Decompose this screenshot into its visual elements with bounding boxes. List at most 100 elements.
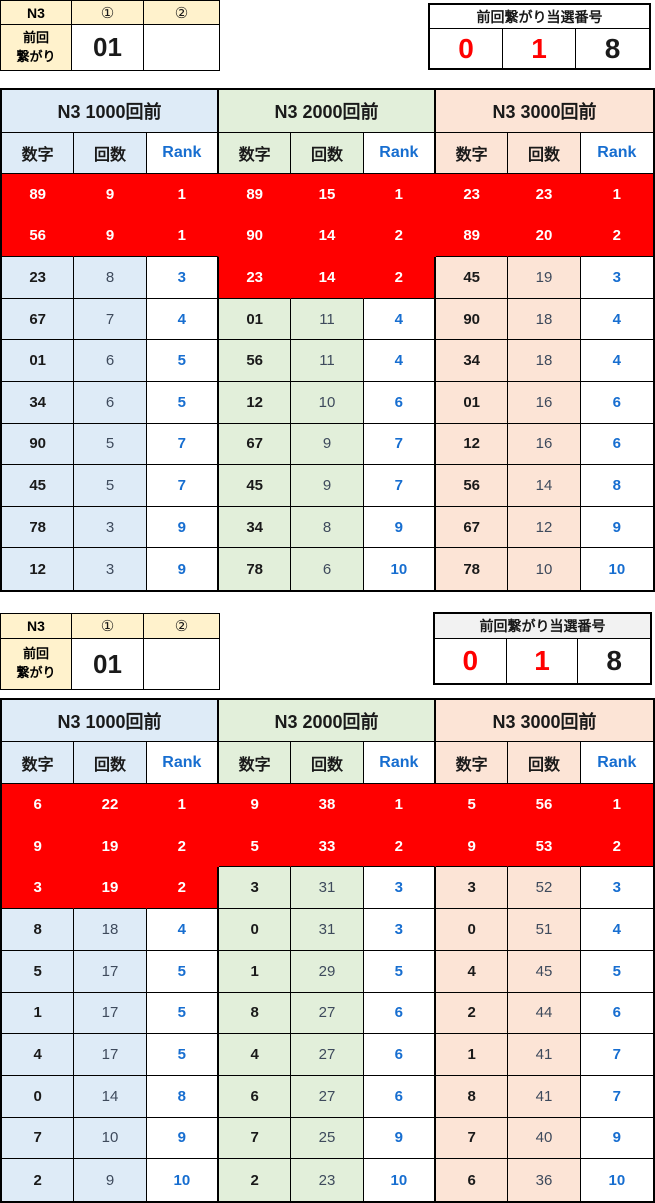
count-cell: 3	[74, 548, 147, 590]
count-cell: 56	[508, 784, 581, 826]
connect-value-1: 01	[72, 25, 144, 70]
count-cell: 23	[291, 1159, 364, 1201]
winning-title: 前回繋がり当選番号	[430, 5, 649, 29]
count-cell: 33	[291, 825, 364, 868]
digit-cell: 9	[436, 825, 509, 868]
rank-header: Rank	[580, 742, 653, 784]
rank-cell: 10	[608, 1171, 626, 1189]
digit-cell: 2	[2, 1159, 75, 1201]
digit-cell: 12	[219, 381, 292, 424]
count-cell: 51	[508, 909, 581, 951]
rank-cell: 1	[146, 784, 219, 826]
rank-cell: 5	[146, 950, 219, 993]
rank-cell: 10	[364, 548, 436, 590]
count-cell: 45	[508, 950, 581, 993]
rank-cell: 4	[146, 298, 219, 341]
digit-header: 数字	[219, 742, 292, 784]
count-cell: 18	[508, 298, 581, 341]
count-cell: 11	[291, 298, 364, 341]
rank-cell: 9	[146, 1117, 219, 1160]
rank-cell: 3	[580, 867, 653, 910]
digit-cell: 4	[2, 1034, 75, 1076]
rank-header: Rank	[146, 133, 219, 174]
count-cell: 17	[74, 950, 147, 993]
winning-digit-1: 0	[435, 639, 507, 683]
count-cell: 44	[508, 992, 581, 1035]
digit-cell: 6	[436, 1159, 509, 1201]
count-cell: 40	[508, 1117, 581, 1160]
count-cell: 16	[508, 381, 581, 424]
digit-cell: 3	[2, 867, 75, 910]
digit-cell: 1	[436, 1034, 509, 1076]
section-title: N3 1000回前	[2, 90, 219, 133]
rank-cell: 9	[146, 506, 219, 549]
digit-cell: 89	[2, 174, 75, 216]
rank-cell: 5	[146, 381, 219, 424]
digit-cell: 23	[219, 257, 292, 299]
winning-table-2: 前回繋がり当選番号 0 1 8	[433, 612, 652, 685]
count-header: 回数	[74, 742, 147, 784]
digit-cell: 4	[219, 1034, 292, 1076]
count-cell: 23	[508, 174, 581, 216]
rank-header: Rank	[363, 133, 436, 174]
connect-row-label-line1: 前回	[22, 646, 49, 662]
count-header: 回数	[508, 742, 581, 784]
connect-row-label: 前回 繋がり	[1, 639, 72, 689]
digit-cell: 6	[2, 784, 75, 826]
rank-cell: 2	[580, 825, 653, 868]
rank-cell: 10	[364, 1159, 436, 1201]
count-cell: 5	[74, 465, 147, 507]
digit-cell: 9	[2, 825, 75, 868]
rank-header: Rank	[580, 133, 653, 174]
digit-header: 数字	[219, 133, 292, 174]
digit-cell: 5	[2, 950, 75, 993]
rank-cell: 5	[363, 950, 436, 993]
digit-cell: 2	[219, 1159, 292, 1201]
digit-cell: 78	[2, 506, 75, 549]
connect-corner-label: N3	[1, 614, 72, 639]
digit-cell: 3	[436, 867, 509, 910]
count-cell: 41	[508, 1034, 581, 1076]
rank-cell: 9	[147, 548, 219, 590]
rank-cell: 4	[146, 909, 219, 951]
count-cell: 8	[291, 506, 364, 549]
digit-cell: 23	[436, 174, 509, 216]
digit-cell: 34	[219, 506, 292, 549]
rank-cell: 7	[146, 423, 219, 466]
rank-header: Rank	[363, 742, 436, 784]
connect-table-1: N3 ① ② 前回 繋がり 01	[0, 0, 220, 71]
rank-cell: 1	[146, 174, 219, 216]
digit-cell: 67	[219, 423, 292, 466]
digit-cell: 0	[436, 909, 509, 951]
rank-cell: 2	[363, 257, 436, 299]
connect-row-label-line2: 繋がり	[16, 665, 56, 680]
count-cell: 8	[74, 257, 147, 299]
section-title: N3 1000回前	[2, 700, 219, 742]
rank-cell: 7	[363, 465, 436, 507]
digit-cell: 56	[219, 340, 292, 382]
rank-cell: 2	[146, 825, 219, 868]
rank-cell: 7	[363, 423, 436, 466]
rank-cell: 5	[146, 992, 219, 1035]
count-cell: 10	[508, 548, 581, 590]
connect-row-label-line2: 繋がり	[16, 48, 56, 64]
count-cell: 20	[508, 215, 581, 258]
rank-cell: 10	[608, 560, 626, 578]
rank-cell: 2	[146, 867, 219, 910]
rank-cell: 6	[580, 424, 653, 466]
rank-cell: 3	[363, 867, 436, 910]
connect-row-label-line1: 前回	[22, 29, 49, 45]
section-title: N3 2000回前	[219, 90, 436, 133]
digit-cell: 12	[436, 423, 509, 466]
digit-cell: 78	[219, 548, 292, 590]
count-cell: 14	[508, 465, 581, 507]
count-cell: 7	[74, 298, 147, 341]
section-title: N3 3000回前	[436, 700, 653, 742]
connect-value-1: 01	[72, 639, 144, 689]
rank-cell: 2	[580, 215, 653, 258]
count-cell: 27	[291, 1075, 364, 1118]
rank-cell: 1	[580, 784, 653, 826]
count-cell: 25	[291, 1117, 364, 1160]
rank-cell: 7	[580, 1034, 653, 1076]
